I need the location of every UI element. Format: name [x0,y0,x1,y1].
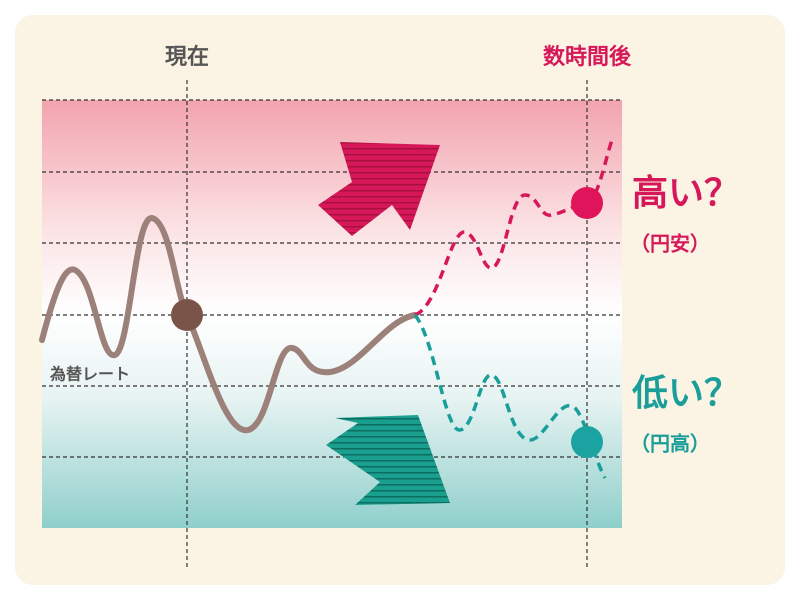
current-point [171,299,203,331]
rate-label: 為替レート [50,365,130,384]
high-note: （円安） [630,232,710,256]
high-point [571,187,603,219]
low-label: 低い？ [632,373,740,414]
down-arrow [326,415,450,505]
high-label: 高い？ [632,173,740,214]
low-point [571,426,603,458]
now-label: 現在 [165,44,209,70]
later-label: 数時間後 [543,44,632,70]
low-note: （円高） [630,432,710,456]
up-arrow [318,142,440,236]
low-forecast [413,313,607,479]
